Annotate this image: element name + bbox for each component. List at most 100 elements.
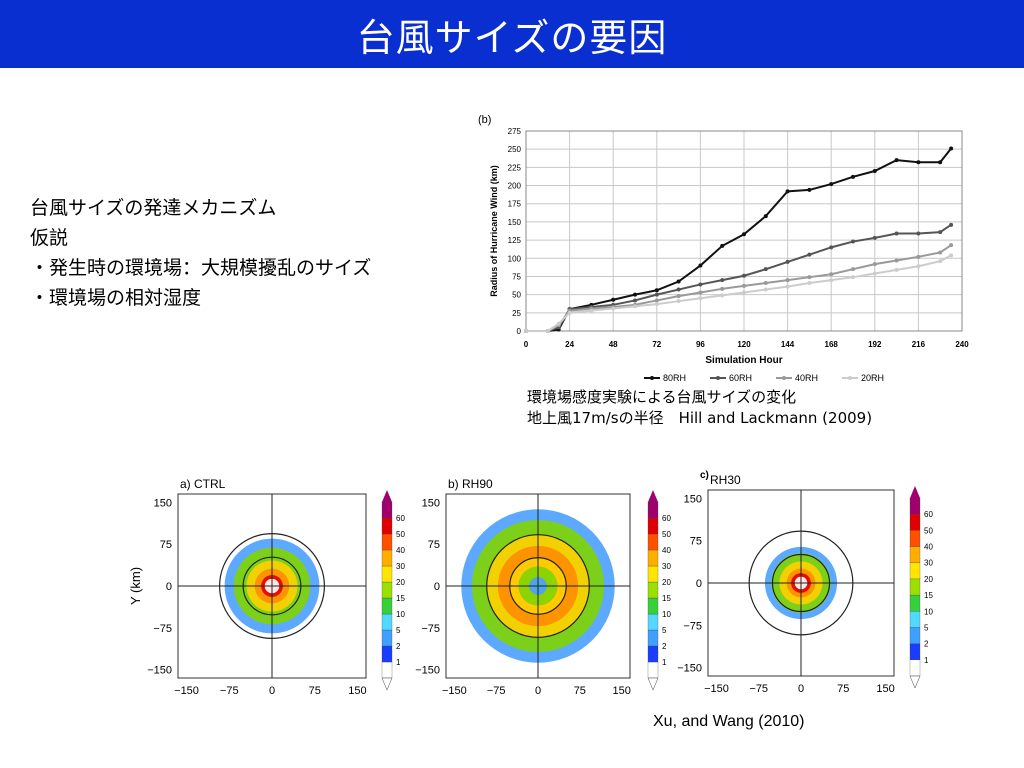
wind-radius-heatmap-panels: a) CTRL−150−150−75−750075751501501251015… (128, 470, 933, 697)
data-point-60RH (676, 287, 681, 292)
heatmap-panel: b) RH90 −150−150 −75 −75 0 0 75 75 150 150 1 2 5 10 15… (415, 477, 671, 697)
data-point-60RH (654, 292, 659, 297)
data-point-80RH (720, 243, 725, 248)
y-tick-label: 150 (422, 497, 440, 509)
y-tick-label: 0 (517, 327, 522, 336)
colorbar-cell (909, 562, 921, 580)
colorbar-tick-label: 30 (662, 562, 671, 571)
data-point-60RH (949, 222, 954, 227)
slide-title: 台風サイズの要因 (356, 15, 668, 60)
x-tick-label: 48 (609, 340, 618, 349)
colorbar-tick-label: 10 (662, 610, 671, 619)
colorbar-tick-label: 5 (662, 626, 667, 635)
colorbar-cell (381, 597, 393, 615)
colorbar-cell (381, 645, 393, 663)
bullet-item: ・発生時の環境場：大規模擾乱のサイズ (30, 257, 372, 279)
colorbar-cell (381, 565, 393, 583)
data-point-60RH (807, 252, 812, 257)
data-point-20RH (654, 302, 659, 307)
data-point-60RH (829, 245, 834, 250)
y-tick-label: −150 (415, 665, 440, 677)
data-point-20RH (949, 253, 954, 258)
data-point-60RH (894, 231, 899, 236)
data-point-60RH (938, 230, 943, 235)
legend-label: 60RH (729, 373, 752, 383)
colorbar-cell (381, 613, 393, 631)
x-tick-label: 72 (652, 340, 661, 349)
colorbar-tick-label: 60 (662, 514, 671, 523)
data-point-20RH (633, 304, 637, 309)
data-point-80RH (633, 292, 637, 297)
data-point-60RH (720, 278, 725, 283)
colorbar-cell (909, 546, 921, 563)
colorbar-cell (381, 661, 393, 679)
data-point-80RH (611, 297, 616, 302)
y-tick-label: −150 (147, 665, 172, 677)
colorbar-cell (647, 565, 659, 583)
colorbar-tick-label: 1 (924, 656, 929, 665)
y-tick-label: 100 (508, 254, 522, 263)
data-point-20RH (916, 264, 921, 269)
colorbar-cell (647, 613, 659, 631)
colorbar-bottom-arrow (647, 677, 659, 691)
y-tick-label: 225 (508, 163, 522, 172)
colorbar-tick-label: 2 (396, 642, 401, 651)
colorbar-tick-label: 5 (396, 626, 401, 635)
data-point-80RH (742, 232, 746, 237)
y-tick-label: 0 (434, 581, 440, 593)
colorbar-tick-label: 40 (396, 546, 405, 555)
data-point-40RH (949, 243, 954, 248)
series-line-60RH (526, 223, 952, 332)
colorbar-bottom-arrow (381, 677, 393, 691)
panel-mark: c) (700, 470, 709, 481)
legend-label: 80RH (663, 373, 686, 383)
colorbar-tick-label: 10 (396, 610, 405, 619)
data-point-80RH (763, 214, 768, 219)
y-tick-label: 250 (508, 145, 522, 154)
colorbar-cell (647, 581, 659, 599)
data-point-80RH (872, 169, 877, 173)
x-tick-label: −150 (174, 685, 199, 697)
colorbar-cell (381, 581, 393, 599)
colorbar-tick-label: 30 (396, 562, 405, 571)
data-point-20RH (938, 259, 943, 264)
y-tick-label: 25 (512, 309, 521, 318)
data-point-20RH (720, 293, 725, 298)
colorbar-tick-label: 10 (924, 607, 933, 616)
legend-marker (782, 376, 786, 380)
colorbar-cell (381, 533, 393, 551)
data-point-60RH (851, 239, 855, 244)
data-point-60RH (763, 267, 768, 272)
data-point-60RH (742, 273, 746, 278)
data-point-40RH (851, 267, 855, 272)
x-tick-label: 168 (825, 340, 839, 349)
colorbar-bottom-arrow (909, 675, 921, 689)
colorbar-tick-label: 60 (924, 510, 933, 519)
data-point-20RH (524, 329, 528, 333)
data-point-60RH (698, 282, 703, 287)
colorbar-tick-label: 15 (924, 591, 933, 600)
colorbar-cell (381, 629, 393, 647)
data-point-40RH (676, 294, 681, 299)
chart-caption: 環境場感度実験による台風サイズの変化 地上風17m/sの半径 Hill and … (527, 387, 872, 429)
colorbar-cell (909, 578, 921, 596)
data-point-20RH (698, 296, 703, 301)
reference-credit: Xu, and Wang (2010) (653, 713, 805, 730)
x-tick-label: 150 (348, 685, 366, 697)
caption-line: 地上風17m/sの半径 Hill and Lackmann (2009) (527, 409, 873, 427)
data-point-20RH (785, 284, 790, 289)
colorbar-tick-label: 20 (662, 578, 671, 587)
colorbar-tick-label: 1 (662, 658, 667, 667)
colorbar-cell (909, 530, 921, 547)
colorbar-tick-label: 15 (662, 594, 671, 603)
legend-marker (848, 376, 852, 380)
panel-label: RH30 (710, 473, 741, 487)
data-point-20RH (807, 281, 812, 285)
panel-label: a) CTRL (180, 477, 226, 491)
colorbar-cell (647, 661, 659, 679)
heatmap-panel: a) CTRL −150−150 −75 −75 0 0 75 75 150 150 1 2 5 10 15… (128, 477, 405, 697)
data-point-80RH (785, 189, 790, 194)
data-point-40RH (698, 290, 703, 295)
data-point-20RH (611, 306, 616, 311)
y-tick-label: 150 (684, 493, 702, 505)
